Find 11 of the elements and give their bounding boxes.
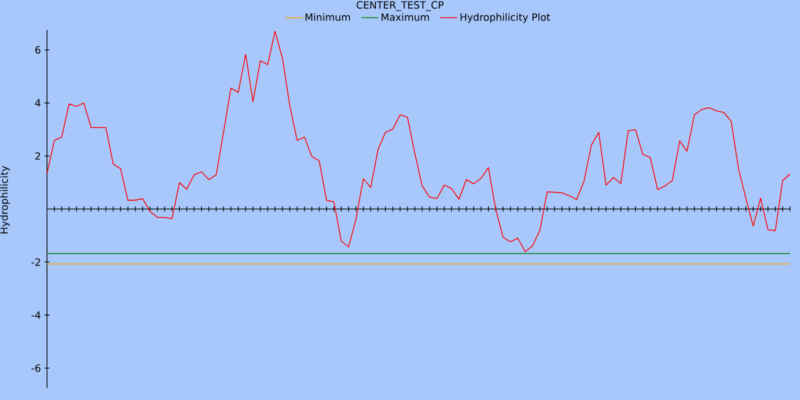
y-axis-title: Hydrophilicity	[0, 166, 10, 234]
y-tick-label: 2	[35, 152, 40, 160]
y-tick-label: -6	[32, 364, 40, 372]
legend-label: Hydrophilicity Plot	[460, 13, 550, 23]
chart-title: CENTER_TEST_CP	[356, 1, 444, 11]
y-tick-label: 4	[35, 99, 40, 107]
y-tick-label: -4	[32, 311, 40, 319]
legend-label: Maximum	[382, 13, 429, 21]
legend-label: Minimum	[306, 13, 350, 21]
y-tick-label: 6	[35, 46, 40, 54]
y-tick-label: -2	[32, 258, 40, 266]
